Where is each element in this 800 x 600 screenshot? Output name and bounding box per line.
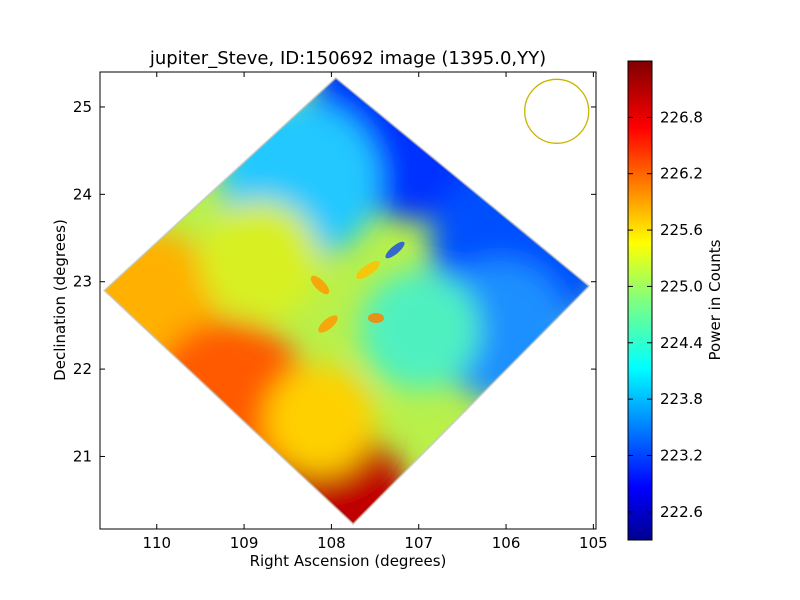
x-tick-label: 109 bbox=[230, 534, 259, 552]
y-tick-label: 21 bbox=[73, 447, 92, 465]
colorbar-gradient bbox=[627, 60, 653, 541]
x-axis: 110 109 108 107 106 105 bbox=[142, 72, 608, 552]
colorbar-tick-label: 226.2 bbox=[660, 165, 703, 183]
colorbar-tick-label: 224.4 bbox=[660, 334, 703, 352]
colorbar-label: Power in Counts bbox=[706, 239, 724, 360]
x-tick-label: 106 bbox=[492, 534, 521, 552]
heatmap-blob-centerleft bbox=[200, 200, 320, 320]
feature-orange-left bbox=[310, 275, 330, 295]
feature-orange-bottom bbox=[318, 315, 338, 333]
y-tick-label: 24 bbox=[73, 185, 92, 203]
x-axis-label: Right Ascension (degrees) bbox=[250, 552, 447, 570]
feature-orange-top bbox=[356, 260, 380, 280]
plot-frame bbox=[99, 71, 597, 530]
chart-title: jupiter_Steve, ID:150692 image (1395.0,Y… bbox=[149, 48, 546, 69]
y-axis: 21 22 23 24 25 bbox=[73, 98, 596, 465]
center-features bbox=[310, 241, 405, 333]
colorbar-tick-label: 223.8 bbox=[660, 390, 703, 408]
colorbar-ticks: 222.6 223.2 223.8 224.4 225.0 225.6 226.2 226.8 bbox=[628, 108, 703, 521]
x-tick-label: 107 bbox=[404, 534, 433, 552]
colorbar-tick-label: 223.2 bbox=[660, 446, 703, 464]
y-tick-label: 25 bbox=[73, 98, 92, 116]
x-tick-label: 110 bbox=[142, 534, 171, 552]
colorbar-tick-label: 225.0 bbox=[660, 277, 703, 295]
y-axis-label: Declination (degrees) bbox=[51, 219, 69, 381]
colorbar-tick-label: 225.6 bbox=[660, 221, 703, 239]
colorbar-tick-label: 226.8 bbox=[660, 108, 703, 126]
heatmap-blob-mid bbox=[360, 270, 480, 390]
footprint-outline bbox=[102, 76, 591, 526]
feature-orange-right bbox=[368, 313, 384, 323]
y-tick-label: 23 bbox=[73, 273, 92, 291]
feature-blue-top bbox=[385, 241, 405, 259]
beam-circle bbox=[524, 78, 590, 144]
y-tick-label: 22 bbox=[73, 360, 92, 378]
heatmap-blob-lowermid bbox=[265, 365, 375, 475]
x-tick-label: 108 bbox=[317, 534, 346, 552]
x-tick-label: 105 bbox=[579, 534, 608, 552]
colorbar-tick-label: 222.6 bbox=[660, 503, 703, 521]
colorbar: 222.6 223.2 223.8 224.4 225.0 225.6 226.2 226.8… bbox=[627, 60, 724, 541]
